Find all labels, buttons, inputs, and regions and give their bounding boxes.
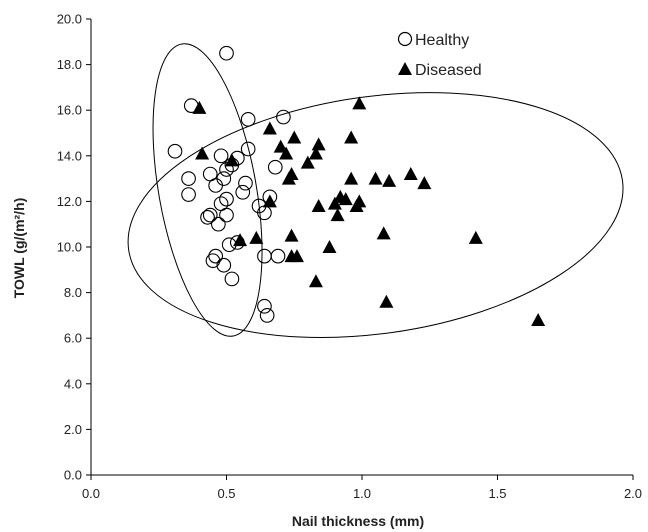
point-healthy — [216, 257, 232, 273]
point-healthy — [208, 248, 224, 264]
point-diseased — [379, 294, 394, 308]
point-healthy — [181, 187, 196, 202]
point-diseased — [308, 274, 323, 288]
point-healthy — [202, 207, 218, 223]
point-diseased — [468, 230, 483, 244]
y-tick-label: 4.0 — [64, 376, 82, 391]
y-tick-label: 14.0 — [57, 148, 82, 163]
y-tick-label: 2.0 — [64, 422, 82, 437]
y-tick-label: 18.0 — [57, 57, 82, 72]
point-diseased — [195, 146, 210, 160]
legend-marker-diseased-icon — [398, 62, 412, 75]
point-healthy — [267, 159, 283, 175]
point-healthy — [219, 45, 234, 61]
point-diseased — [344, 171, 359, 185]
point-diseased — [311, 137, 326, 151]
point-diseased — [308, 146, 323, 160]
point-healthy — [257, 298, 272, 314]
point-healthy — [240, 141, 256, 157]
group-ellipse-1 — [152, 43, 263, 337]
point-healthy — [181, 171, 196, 186]
point-healthy — [213, 148, 229, 164]
x-tick-label: 0.5 — [217, 486, 235, 501]
point-diseased — [233, 233, 248, 247]
legend-item-healthy: Healthy — [397, 31, 469, 49]
point-diseased — [352, 194, 367, 208]
point-diseased — [403, 167, 418, 181]
point-diseased — [281, 171, 296, 185]
point-healthy — [235, 184, 251, 200]
point-diseased — [279, 146, 294, 160]
point-healthy — [219, 207, 234, 223]
point-healthy — [276, 109, 291, 125]
point-healthy — [167, 143, 183, 159]
point-healthy — [211, 216, 226, 232]
legend-marker-healthy-icon — [397, 31, 413, 47]
point-healthy — [219, 191, 234, 207]
point-diseased — [322, 240, 337, 253]
point-diseased — [224, 153, 239, 167]
point-healthy — [205, 253, 221, 269]
point-healthy — [208, 178, 224, 193]
point-healthy — [216, 171, 232, 186]
point-healthy — [240, 111, 256, 127]
point-healthy — [219, 162, 234, 177]
y-tick-label: 10.0 — [57, 240, 82, 255]
legend: Healthy Diseased — [397, 31, 482, 79]
point-diseased — [273, 139, 288, 153]
point-healthy — [270, 248, 286, 264]
point-diseased — [192, 100, 207, 114]
legend-label-diseased: Diseased — [415, 62, 482, 79]
point-diseased — [352, 96, 367, 110]
points-layer — [167, 45, 546, 326]
point-diseased — [249, 230, 264, 244]
y-tick-label: 8.0 — [64, 285, 82, 300]
group-ellipse-2 — [127, 92, 624, 339]
point-diseased — [344, 130, 359, 144]
ticks-layer: 0.0 2.0 4.0 6.0 8.0 10.0 12.0 14.0 16.0 18.0 20.0 0… — [57, 12, 642, 502]
point-diseased — [417, 176, 432, 190]
y-axis-title: TOWL (g/(m²/h) — [11, 198, 27, 299]
point-healthy — [200, 210, 215, 225]
point-diseased — [300, 155, 315, 169]
point-diseased — [330, 208, 345, 222]
axes-layer — [90, 19, 633, 476]
x-tick-label: 1.0 — [353, 486, 371, 501]
point-diseased — [327, 196, 342, 210]
point-diseased — [311, 198, 326, 212]
point-diseased — [287, 130, 302, 144]
point-healthy — [257, 248, 272, 264]
point-healthy — [238, 175, 253, 191]
y-tick-label: 16.0 — [57, 103, 82, 118]
y-tick-label: 12.0 — [57, 194, 82, 209]
point-diseased — [262, 194, 277, 208]
point-diseased — [338, 192, 353, 206]
point-diseased — [284, 228, 299, 242]
y-tick-label: 0.0 — [64, 468, 82, 483]
point-diseased — [382, 173, 397, 187]
x-tick-label: 0.0 — [82, 486, 100, 501]
point-diseased — [376, 226, 391, 240]
y-tick-label: 6.0 — [64, 331, 82, 346]
x-tick-label: 2.0 — [624, 486, 642, 501]
point-healthy — [224, 271, 240, 287]
x-tick-label: 1.5 — [488, 486, 506, 501]
legend-label-healthy: Healthy — [415, 32, 469, 49]
point-diseased — [262, 121, 277, 135]
point-diseased — [289, 249, 304, 263]
y-tick-label: 20.0 — [57, 12, 82, 27]
point-healthy — [259, 308, 275, 323]
point-diseased — [368, 171, 383, 185]
point-diseased — [531, 312, 546, 326]
legend-item-diseased: Diseased — [398, 62, 482, 79]
x-axis-title: Nail thickness (mm) — [292, 513, 424, 529]
